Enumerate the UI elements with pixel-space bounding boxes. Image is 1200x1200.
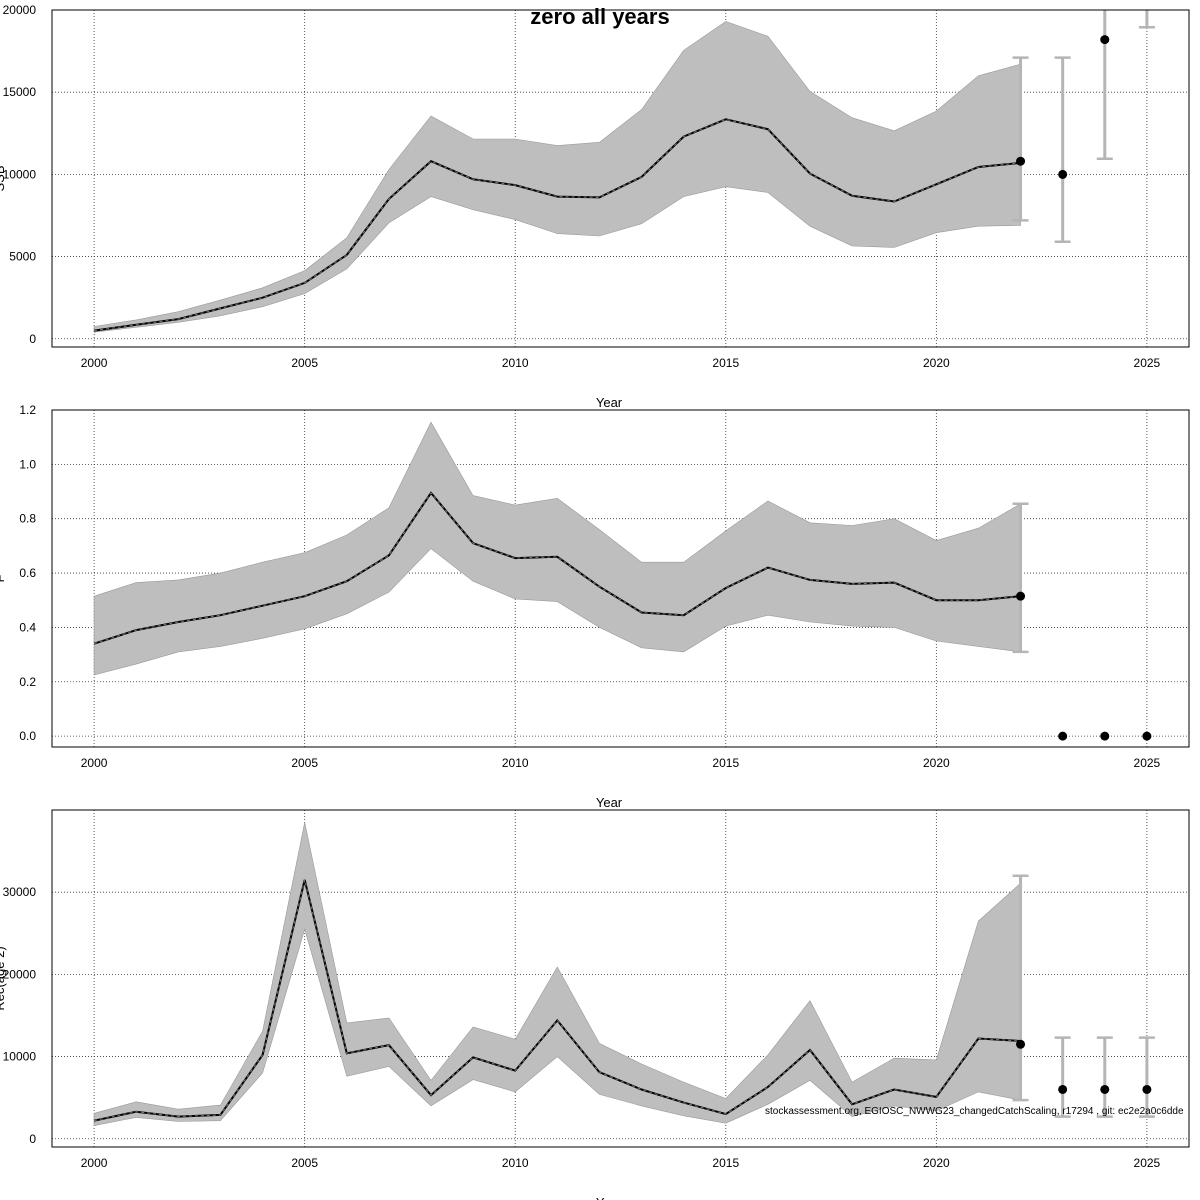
forecast-point-2022 [1016, 591, 1026, 601]
footer-annotation: stockassessment.org, EGIOSC_NWWG23_chang… [765, 1106, 1184, 1117]
x-axis-label: Year [596, 795, 623, 810]
x-tick-label-2010: 2010 [502, 356, 529, 370]
y-tick-label-0: 0 [29, 332, 36, 346]
estimate-line-dash [94, 118, 1021, 332]
y-tick-label-20000: 20000 [3, 3, 37, 17]
y-tick-label-30000: 30000 [3, 885, 37, 899]
forecast-point-2025 [1142, 731, 1152, 741]
confidence-band [93, 421, 1021, 676]
y-tick-label-10000: 10000 [3, 1050, 37, 1064]
y-tick-label-1: 1.0 [19, 457, 36, 471]
x-axis-label: Year [596, 1195, 623, 1200]
x-tick-label-2010: 2010 [502, 756, 529, 770]
x-tick-label-2025: 2025 [1134, 1156, 1161, 1170]
x-tick-label-2000: 2000 [81, 1156, 108, 1170]
plot-frame [51, 809, 1190, 1148]
x-tick-label-2025: 2025 [1134, 356, 1161, 370]
x-tick-label-2025: 2025 [1134, 756, 1161, 770]
x-tick-label-2020: 2020 [923, 1156, 950, 1170]
y-tick-label-20000: 20000 [3, 967, 37, 981]
panel-2: 2000 2005 2010 2015 2020 2025 0.0 0.2 0.4 0.6 0.8 1… [0, 403, 1190, 810]
forecast-point-2022 [1016, 156, 1026, 166]
y-tick-label-0.8: 0.8 [19, 512, 36, 526]
x-tick-label-2000: 2000 [81, 356, 108, 370]
y-tick-label-10000: 10000 [3, 167, 37, 181]
y-tick-label-15000: 15000 [3, 85, 37, 99]
x-tick-label-2015: 2015 [712, 1156, 739, 1170]
y-tick-label-0.2: 0.2 [19, 675, 36, 689]
y-tick-label-1.2: 1.2 [19, 403, 36, 417]
confidence-band [93, 21, 1021, 333]
y-tick-label-0: 0.0 [19, 729, 36, 743]
forecast-point-2025 [1142, 1084, 1152, 1094]
confidence-band [93, 822, 1021, 1126]
estimate-line-dash [93, 879, 1021, 1122]
y-tick-label-0.6: 0.6 [19, 566, 36, 580]
y-tick-label-0.4: 0.4 [19, 620, 36, 634]
forecast-point-2022 [1016, 1039, 1026, 1049]
x-tick-label-2020: 2020 [923, 756, 950, 770]
x-tick-label-2010: 2010 [502, 1156, 529, 1170]
x-tick-label-2005: 2005 [291, 756, 318, 770]
x-tick-label-2000: 2000 [81, 756, 108, 770]
forecast-point-2023 [1058, 1084, 1068, 1094]
x-tick-label-2005: 2005 [291, 1156, 318, 1170]
x-tick-label-2005: 2005 [291, 356, 318, 370]
plot-area [52, 10, 1189, 347]
x-tick-label-2020: 2020 [923, 356, 950, 370]
plot-area [52, 410, 1189, 747]
forecast-point-2023 [1058, 169, 1068, 179]
forecast-point-2024 [1100, 35, 1110, 45]
y-axis-label: F [0, 574, 7, 582]
forecast-point-2024 [1100, 1084, 1110, 1094]
y-axis-label: Rec(age 2) [0, 946, 7, 1010]
plot-frame [51, 9, 1190, 348]
x-axis-label: Year [596, 395, 623, 410]
forecast-point-2023 [1058, 731, 1068, 741]
y-tick-label-5000: 5000 [9, 250, 36, 264]
panel-3: 2000 2005 2010 2015 2020 2025 0 10000 20000 30000… [0, 809, 1190, 1200]
y-tick-label-0: 0 [29, 1132, 36, 1146]
panel-1: 2000 2005 2010 2015 2020 2025 0 5000 10000 15000 2… [0, 3, 1190, 410]
plot-area [52, 810, 1189, 1147]
x-tick-label-2015: 2015 [712, 756, 739, 770]
forecast-point-2024 [1100, 731, 1110, 741]
y-axis-label: SSB [0, 165, 7, 191]
chart-title: zero all years [530, 4, 669, 29]
estimate-line-dash [93, 492, 1021, 645]
plot-frame [51, 409, 1190, 748]
x-tick-label-2015: 2015 [712, 356, 739, 370]
